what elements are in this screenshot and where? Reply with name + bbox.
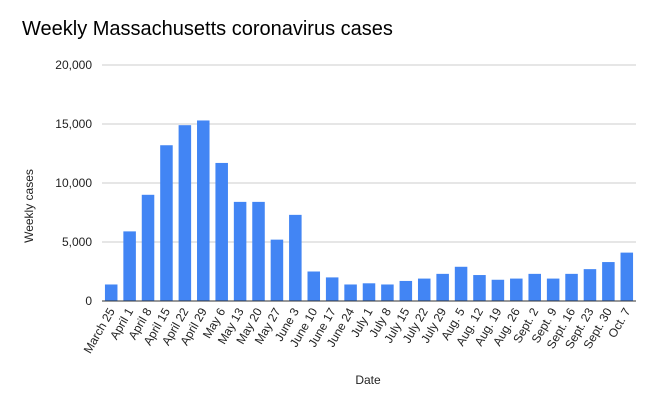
bar-july-8 (381, 284, 394, 301)
bar-april-15 (160, 145, 173, 301)
bars (104, 120, 634, 302)
bar-april-8 (141, 194, 155, 301)
y-tick-label: 20,000 (55, 58, 92, 72)
y-tick-label: 15,000 (55, 117, 92, 131)
bar-july-22 (417, 278, 431, 301)
bar-sept-30 (602, 262, 615, 301)
x-axis-label: Date (355, 373, 381, 387)
bar-may-13 (233, 201, 247, 301)
bar-june-10 (307, 271, 321, 301)
y-axis-label: Weekly cases (22, 169, 36, 243)
bar-sept-2 (528, 273, 541, 301)
bar-sept-23 (583, 269, 597, 301)
y-tick-label: 10,000 (55, 176, 92, 190)
bar-june-17 (325, 277, 339, 301)
chart-title: Weekly Massachusetts coronavirus cases (22, 18, 393, 40)
bar-may-27 (270, 239, 284, 301)
bar-may-20 (252, 201, 265, 301)
bar-aug-26 (510, 278, 523, 301)
bar-march-25 (104, 284, 118, 301)
bar-sept-9 (546, 278, 560, 301)
bar-june-24 (344, 284, 357, 301)
bar-aug-5 (454, 266, 468, 301)
bar-june-3 (289, 214, 302, 301)
y-tick-label: 0 (85, 294, 92, 308)
bar-aug-12 (473, 275, 486, 301)
bar-july-29 (436, 273, 449, 301)
bar-april-1 (123, 231, 136, 301)
bar-april-22 (178, 125, 192, 302)
bar-july-15 (399, 280, 413, 301)
bar-may-6 (215, 162, 228, 301)
bar-aug-19 (491, 279, 505, 301)
y-axis-ticks: 0 5,000 10,000 15,000 20,000 (55, 58, 92, 308)
bar-oct-7 (620, 252, 634, 301)
bar-july-1 (362, 283, 376, 301)
bar-april-29 (197, 120, 210, 302)
y-tick-label: 5,000 (62, 235, 92, 249)
bar-sept-16 (565, 273, 578, 301)
